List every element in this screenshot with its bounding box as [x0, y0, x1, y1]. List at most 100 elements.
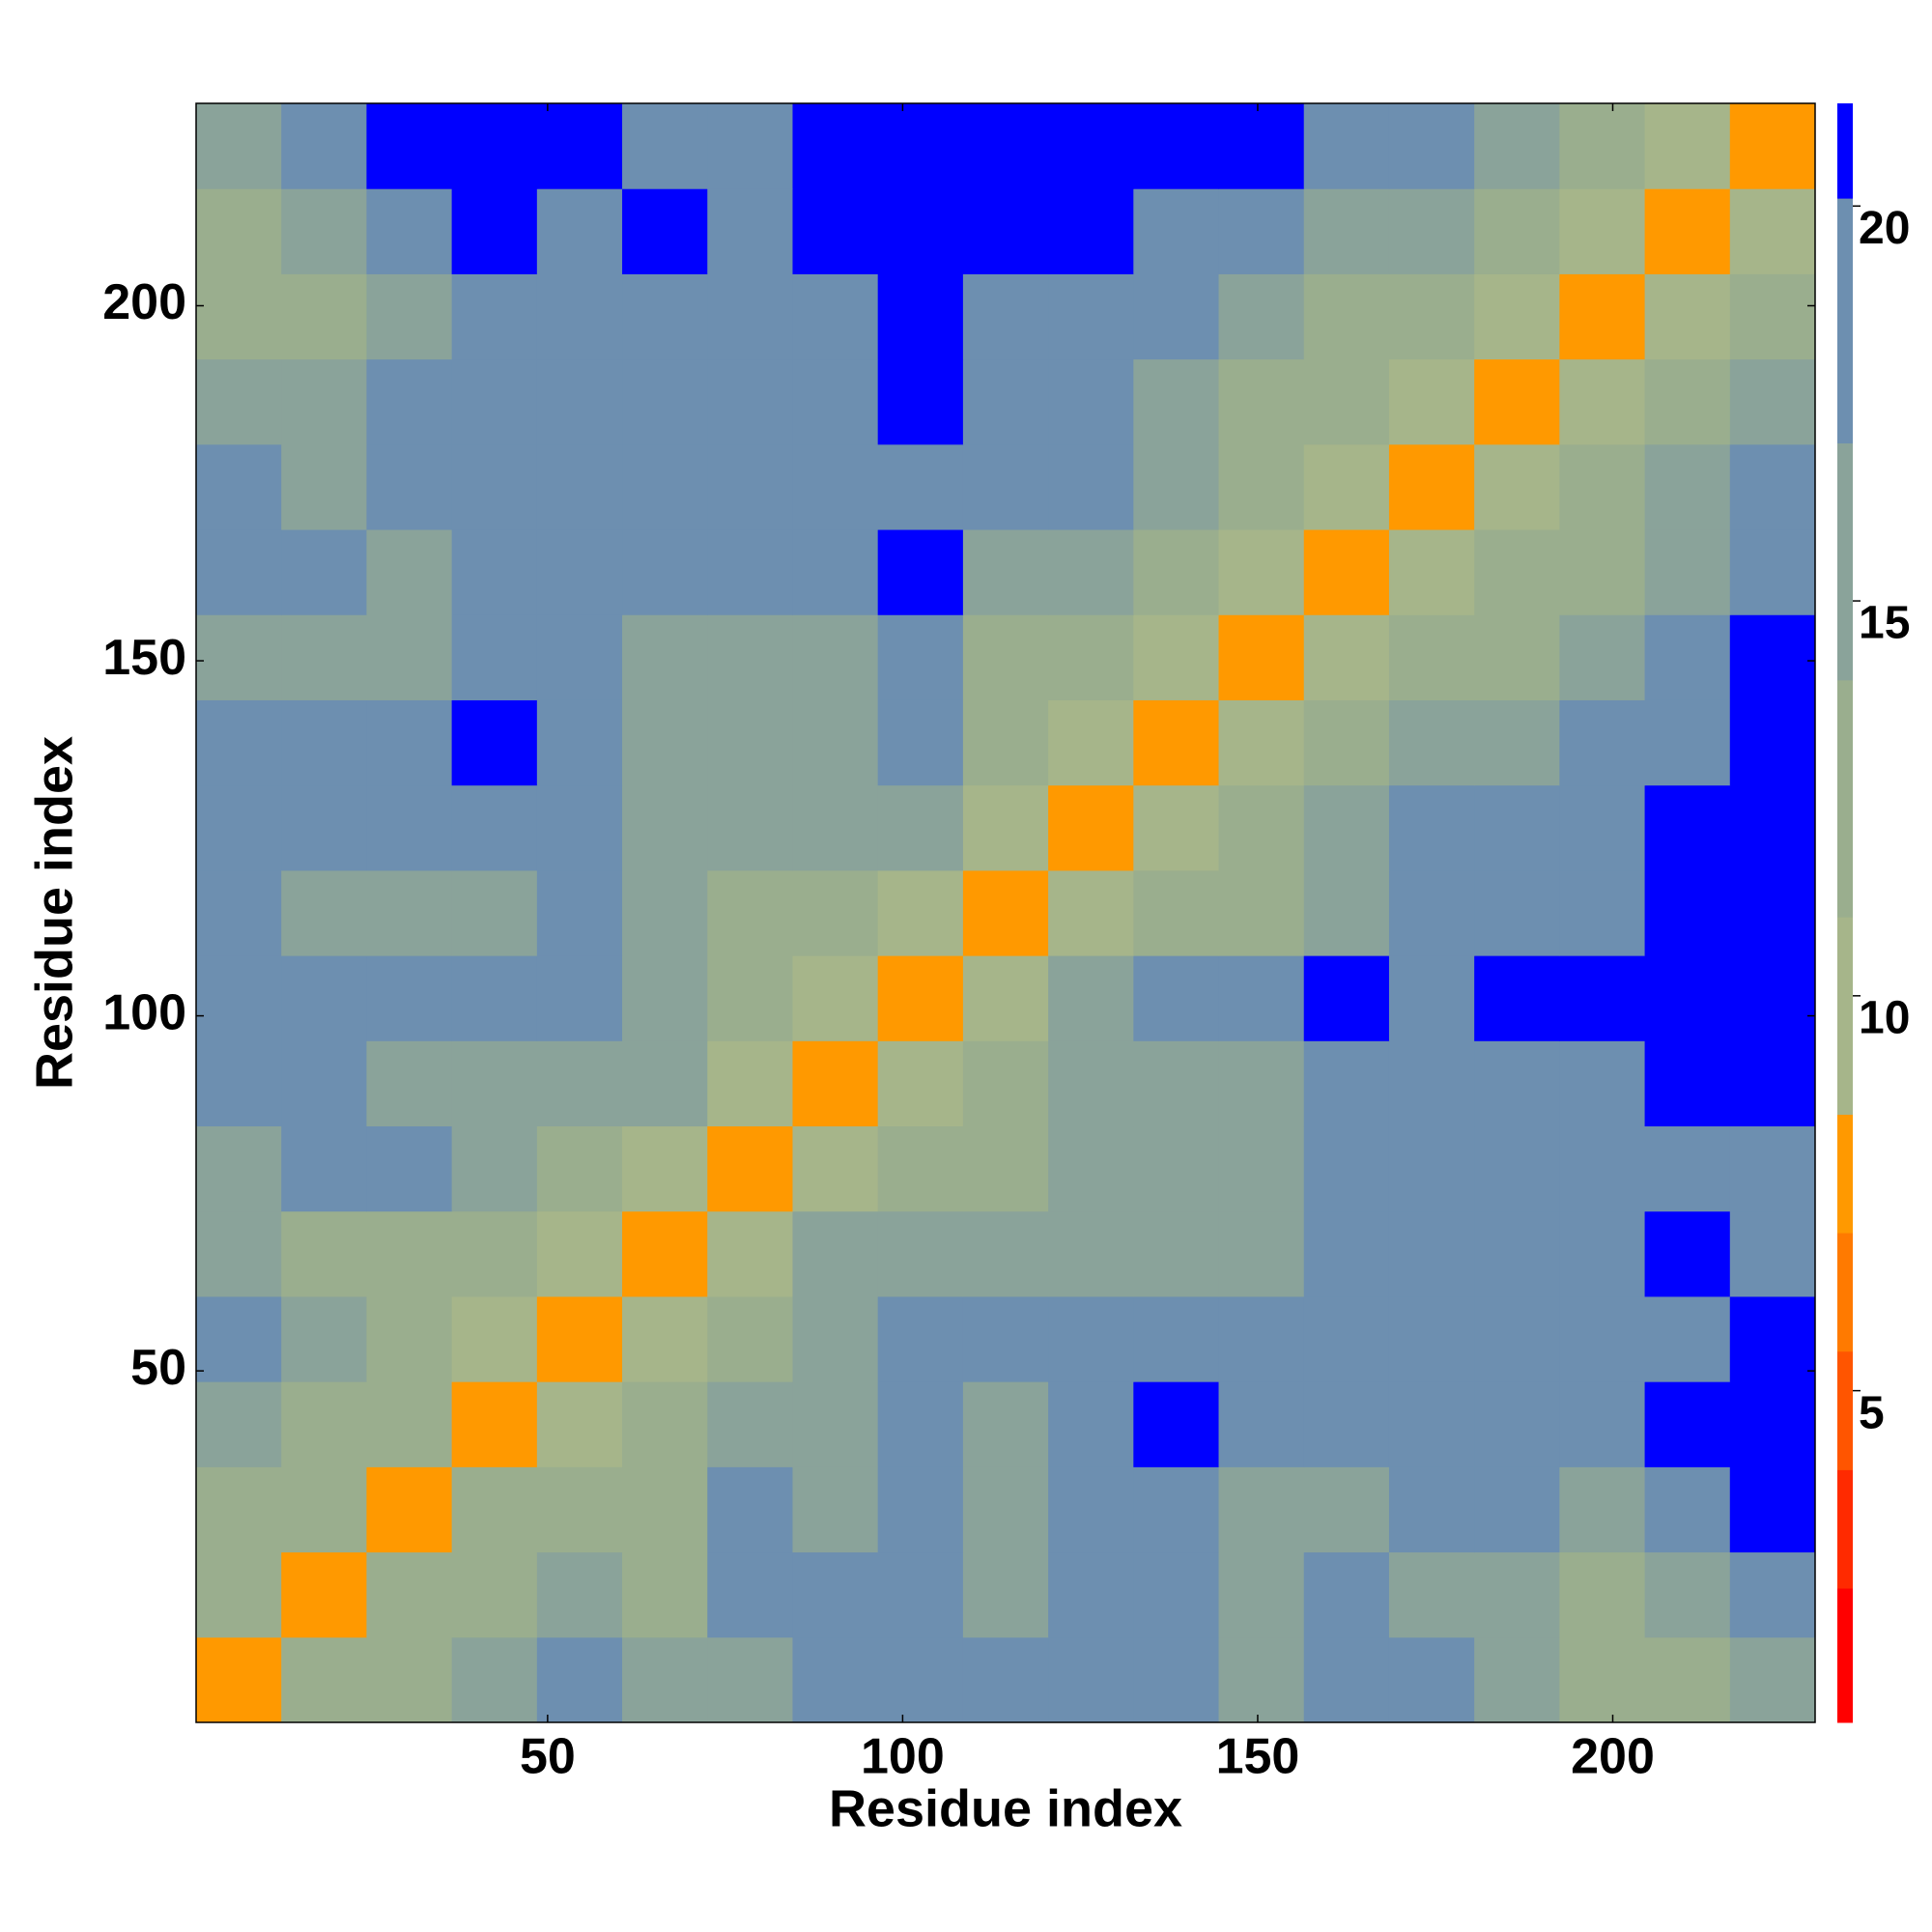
- heatmap-cell: [877, 1381, 964, 1467]
- heatmap-cell: [1644, 188, 1731, 274]
- heatmap-cell: [1559, 784, 1646, 871]
- x-tick-label: 150: [1216, 1729, 1300, 1785]
- heatmap-cell: [792, 273, 879, 360]
- heatmap-cell: [1133, 1381, 1220, 1467]
- heatmap-cell: [707, 1295, 793, 1382]
- heatmap-cell: [366, 358, 453, 445]
- heatmap-cell: [196, 955, 282, 1041]
- heatmap-cell: [1048, 273, 1134, 360]
- heatmap-cell: [536, 103, 623, 189]
- heatmap-cell: [451, 1295, 538, 1382]
- heatmap-cell: [1729, 955, 1816, 1041]
- heatmap-cell: [1048, 188, 1134, 274]
- heatmap-cell: [1388, 784, 1475, 871]
- heatmap-cell: [1559, 1210, 1646, 1297]
- heatmap-cell: [707, 614, 793, 700]
- heatmap-cell: [877, 955, 964, 1041]
- heatmap-cell: [877, 529, 964, 615]
- heatmap-cell: [1644, 1551, 1731, 1638]
- heatmap-cell: [536, 614, 623, 700]
- heatmap-cell: [1303, 869, 1390, 956]
- heatmap-cell: [366, 103, 453, 189]
- heatmap-cell: [1048, 869, 1134, 956]
- heatmap-cell: [962, 784, 1049, 871]
- heatmap-cell: [1048, 103, 1134, 189]
- heatmap-cell: [792, 699, 879, 786]
- colorbar-segment: [1837, 103, 1853, 199]
- heatmap-cell: [962, 188, 1049, 274]
- heatmap-cell: [1474, 1295, 1560, 1382]
- heatmap-cell: [1388, 1125, 1475, 1212]
- heatmap-cell: [451, 1040, 538, 1127]
- heatmap-cell: [536, 1295, 623, 1382]
- heatmap-cell: [1474, 1551, 1560, 1638]
- colorbar-segment: [1837, 1233, 1853, 1352]
- heatmap-cell: [1133, 784, 1220, 871]
- heatmap-cell: [1388, 1210, 1475, 1297]
- heatmap-cell: [281, 1295, 367, 1382]
- heatmap-cell: [1303, 529, 1390, 615]
- heatmap-cell: [877, 869, 964, 956]
- heatmap-cell: [281, 955, 367, 1041]
- heatmap-cell: [1644, 1210, 1731, 1297]
- heatmap-cell: [707, 1210, 793, 1297]
- heatmap-cell: [451, 273, 538, 360]
- heatmap-cell: [196, 1210, 282, 1297]
- heatmap-cell: [707, 358, 793, 445]
- heatmap-cell: [1388, 103, 1475, 189]
- heatmap-cell: [1048, 784, 1134, 871]
- heatmap-cell: [366, 614, 453, 700]
- heatmap-cell: [1218, 529, 1305, 615]
- y-tick-label: 150: [102, 630, 186, 686]
- heatmap-cell: [1218, 1551, 1305, 1638]
- heatmap-cell: [1474, 1125, 1560, 1212]
- heatmap-cell: [536, 955, 623, 1041]
- heatmap-cell: [1218, 699, 1305, 786]
- heatmap-cell: [1559, 188, 1646, 274]
- heatmap-cell: [1388, 869, 1475, 956]
- heatmap-cell: [622, 955, 708, 1041]
- heatmap-cell: [1133, 1040, 1220, 1127]
- heatmap-cell: [877, 1210, 964, 1297]
- heatmap-cell: [877, 273, 964, 360]
- heatmap-cell: [281, 1125, 367, 1212]
- heatmap-cell: [1729, 699, 1816, 786]
- colorbar-segment: [1837, 1588, 1853, 1723]
- heatmap-cell: [366, 1466, 453, 1553]
- heatmap-cell: [1303, 1636, 1390, 1723]
- heatmap-cell: [622, 188, 708, 274]
- heatmap-cell: [536, 1381, 623, 1467]
- heatmap-cell: [1559, 699, 1646, 786]
- heatmap-cell: [792, 1040, 879, 1127]
- heatmap-cell: [1644, 1636, 1731, 1723]
- heatmap-cell: [281, 869, 367, 956]
- heatmap-cell: [962, 1551, 1049, 1638]
- heatmap-cell: [622, 1210, 708, 1297]
- heatmap-cell: [366, 1125, 453, 1212]
- heatmap-cell: [1303, 443, 1390, 530]
- heatmap-cell: [1218, 103, 1305, 189]
- heatmap-cell: [792, 358, 879, 445]
- heatmap-cell: [707, 1040, 793, 1127]
- heatmap-cell: [1388, 1381, 1475, 1467]
- heatmap-cell: [1218, 784, 1305, 871]
- heatmap-cell: [1388, 188, 1475, 274]
- heatmap-cell: [1474, 1636, 1560, 1723]
- heatmap-cell: [1559, 103, 1646, 189]
- heatmap-cell: [1559, 1636, 1646, 1723]
- heatmap-cell: [792, 188, 879, 274]
- heatmap-cell: [1388, 699, 1475, 786]
- heatmap-cell: [1388, 443, 1475, 530]
- heatmap-cell: [196, 103, 282, 189]
- heatmap-cell: [281, 188, 367, 274]
- heatmap-cell: [707, 784, 793, 871]
- heatmap-cell: [1048, 1125, 1134, 1212]
- heatmap-cell: [281, 358, 367, 445]
- heatmap-cell: [451, 443, 538, 530]
- colorbar-segment: [1837, 1350, 1853, 1470]
- heatmap-cell: [1218, 188, 1305, 274]
- heatmap-cell: [792, 869, 879, 956]
- heatmap-cell: [1729, 529, 1816, 615]
- heatmap-cell: [707, 955, 793, 1041]
